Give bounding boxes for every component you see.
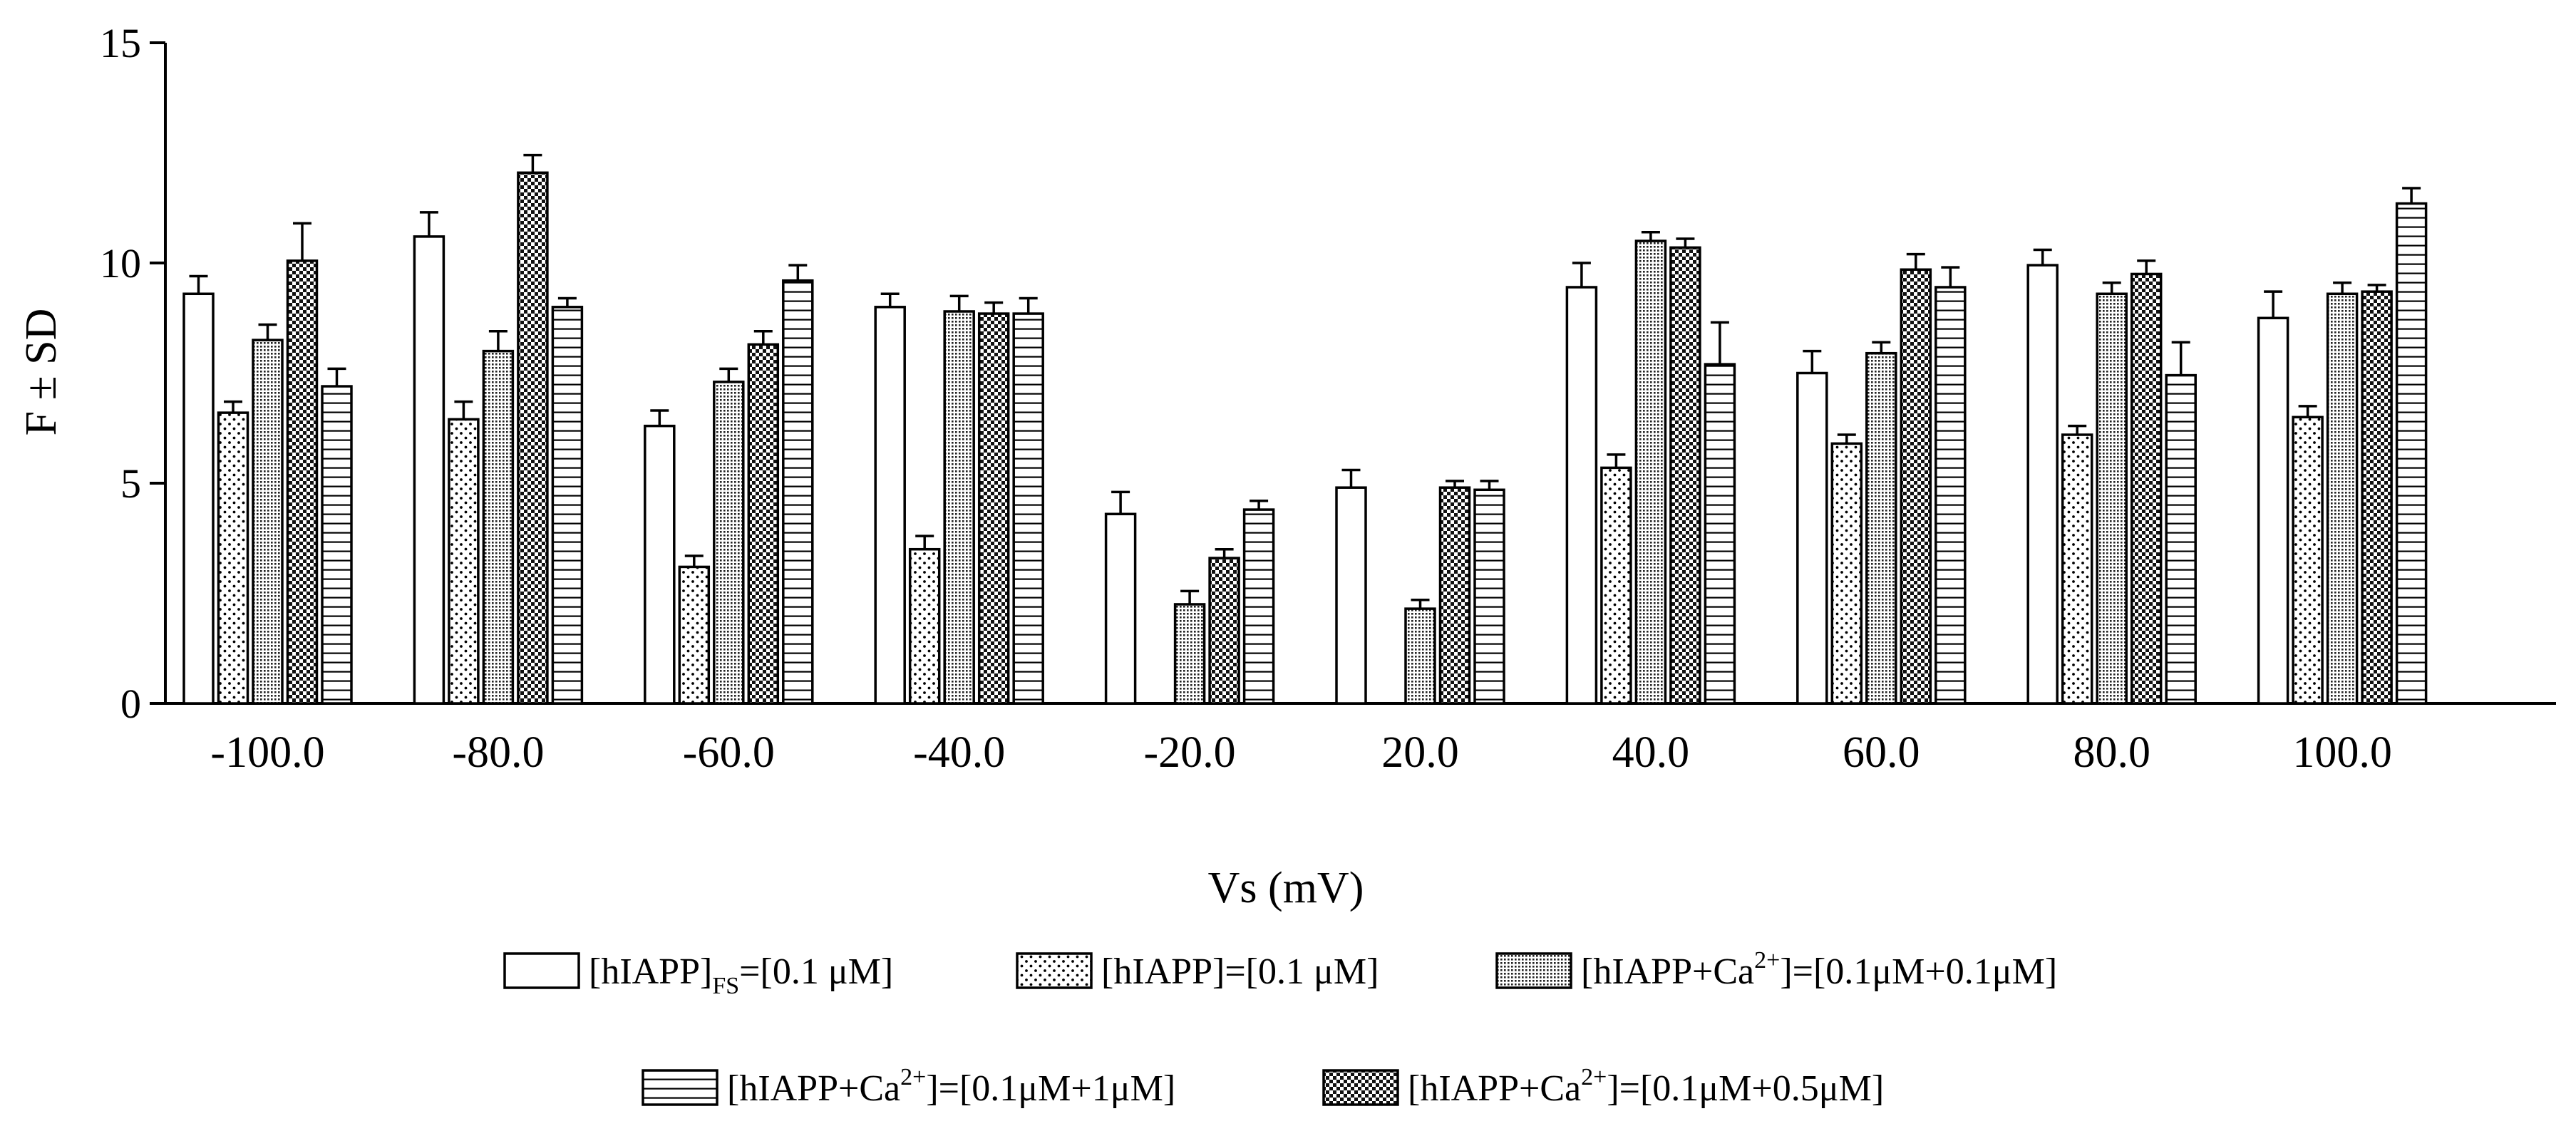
bar-ca1-20.0 [1473,488,1505,705]
bar-ca1-100.0 [2395,202,2428,705]
bar-h--40.0 [908,547,941,705]
bar-fs--20.0 [1104,512,1137,705]
bar-ca05-60.0 [1900,268,1932,705]
bar-ca01--60.0 [713,381,745,705]
bar-ca05--20.0 [1208,557,1240,705]
x-tick-label: 20.0 [1381,728,1459,777]
x-ticks: -100.0 -80.0 -60.0 -40.0 -20.0 20.0 40.0 60.0 80… [210,728,2391,777]
legend-swatch-ca1 [642,1069,718,1106]
bar-ca1--100.0 [321,385,353,705]
bar-h--60.0 [678,565,711,705]
bar-ca01-20.0 [1404,607,1436,705]
x-tick-label: 80.0 [2073,728,2150,777]
bar-ca1-60.0 [1934,286,1967,705]
x-tick-label: -20.0 [1144,728,1236,777]
x-tick-label: -80.0 [452,728,544,777]
bar-ca01--80.0 [482,349,515,705]
legend-swatch-ca01 [1495,952,1572,989]
bar-ca01-100.0 [2326,292,2359,705]
x-tick-label: 60.0 [1843,728,1920,777]
bar-h--80.0 [448,418,480,705]
legend-label-ca1: [hIAPP+Ca2+]=[0.1μM+1μM] [727,1064,1175,1109]
y-tick-label: 15 [100,20,141,66]
y-tick-label: 0 [120,681,141,727]
legend-item-ca05: [hIAPP+Ca2+]=[0.1μM+0.5μM] [1322,1064,1884,1109]
bar-ca01--100.0 [252,339,284,705]
bar-ca1--20.0 [1242,508,1275,705]
x-tick-label: 100.0 [2292,728,2392,777]
bar-ca05--100.0 [286,259,319,705]
bar-fs-40.0 [1565,286,1598,705]
bar-fs-80.0 [2026,264,2059,705]
legend-item-h: [hIAPP]=[0.1 μM] [1016,951,1379,992]
bar-ca1--80.0 [551,306,584,705]
bar-fs--80.0 [413,235,445,705]
legend-swatch-ca05 [1322,1069,1399,1106]
bar-ca05-80.0 [2130,272,2163,705]
x-tick-label: -100.0 [210,728,324,777]
legend-swatch-h [1016,952,1093,989]
bar-ca1--40.0 [1012,312,1044,705]
bar-fs--100.0 [182,292,215,705]
bar-h-100.0 [2292,415,2324,705]
legend-label-fs: [hIAPP]FS=[0.1 μM] [589,951,893,999]
bar-ca05--80.0 [517,171,549,705]
bar-fs-60.0 [1796,371,1828,705]
bar-ca05-20.0 [1438,486,1471,705]
bar-h-60.0 [1830,442,1863,705]
y-tick-label: 10 [100,240,141,286]
x-tick-label: 40.0 [1612,728,1690,777]
bar-ca01-80.0 [2096,292,2128,705]
y-ticks: 0 5 10 15 [100,20,165,727]
bar-ca05--60.0 [747,343,780,705]
x-axis-title: Vs (mV) [1208,864,1364,912]
bar-fs-20.0 [1335,486,1367,705]
bar-ca01-40.0 [1634,239,1667,705]
bar-fs-100.0 [2257,316,2289,705]
bar-ca05--40.0 [977,312,1010,705]
y-tick-label: 5 [120,460,141,507]
bar-ca1-80.0 [2165,373,2197,705]
bar-ca01--20.0 [1173,603,1206,705]
bar-ca1--60.0 [782,279,814,705]
bar-ca01-60.0 [1865,351,1897,705]
legend: [hIAPP]FS=[0.1 μM] [hIAPP]=[0.1 μM] [hIAPP… [503,947,2057,1109]
legend-label-ca05: [hIAPP+Ca2+]=[0.1μM+0.5μM] [1408,1064,1884,1109]
bar-h-80.0 [2061,433,2093,705]
bar-fs--40.0 [874,306,906,705]
bar-h--100.0 [217,411,249,705]
legend-label-ca01: [hIAPP+Ca2+]=[0.1μM+0.1μM] [1581,947,2057,992]
x-tick-label: -40.0 [913,728,1005,777]
bar-ca1-40.0 [1704,363,1736,705]
y-axis-title: F ± SD [17,309,66,436]
x-tick-label: -60.0 [683,728,775,777]
bar-ca05-100.0 [2361,290,2393,705]
legend-item-fs: [hIAPP]FS=[0.1 μM] [503,951,893,999]
legend-label-h: [hIAPP]=[0.1 μM] [1101,951,1379,992]
bars [182,153,2428,705]
legend-item-ca1: [hIAPP+Ca2+]=[0.1μM+1μM] [642,1064,1175,1109]
bar-h-40.0 [1600,466,1632,705]
bar-ca05-40.0 [1669,246,1701,705]
bar-ca01--40.0 [943,310,975,705]
bar-fs--60.0 [644,424,676,705]
legend-swatch-fs [503,952,580,989]
legend-item-ca01: [hIAPP+Ca2+]=[0.1μM+0.1μM] [1495,947,2057,992]
